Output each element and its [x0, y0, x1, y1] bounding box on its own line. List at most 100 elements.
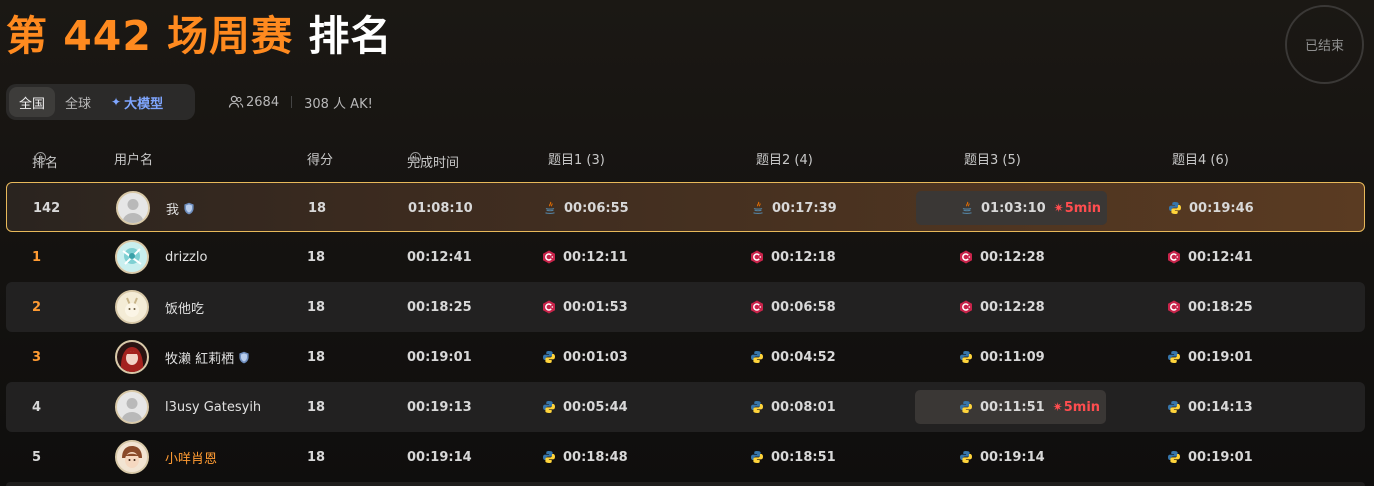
username-cell: 牧濑 紅莉栖: [165, 332, 250, 382]
python-icon: [959, 450, 973, 464]
score-value: 18: [307, 299, 326, 315]
avatar[interactable]: [115, 240, 149, 274]
solve-time[interactable]: 00:08:01: [771, 399, 836, 415]
question-3-cell: 00:19:14: [959, 432, 1045, 482]
username[interactable]: 牧濑 紅莉栖: [165, 351, 235, 367]
solve-time[interactable]: 00:14:13: [1188, 399, 1253, 415]
avatar[interactable]: [116, 191, 150, 225]
solve-time[interactable]: 00:01:53: [563, 299, 628, 315]
my-rank-row: 142 我 18 01:08:10 00:06:55 00:17:39 01:03:10 ✷ 5…: [6, 182, 1365, 232]
finish-time: 01:08:10: [408, 200, 473, 216]
finish-time: 00:19:01: [407, 349, 472, 365]
avatar-cell: [115, 332, 149, 382]
solve-time[interactable]: 00:17:39: [772, 200, 837, 216]
finish-time: 00:12:41: [407, 249, 472, 265]
solve-time[interactable]: 00:04:52: [771, 349, 836, 365]
rank-value: 2: [32, 299, 42, 315]
cpp-icon: [542, 300, 556, 314]
username[interactable]: 我: [166, 202, 180, 218]
python-icon: [1167, 450, 1181, 464]
finish-time: 00:18:25: [407, 299, 472, 315]
solve-time[interactable]: 00:18:25: [1188, 299, 1253, 315]
question-1-cell: 00:01:53: [542, 282, 628, 332]
solve-time[interactable]: 00:11:51: [980, 399, 1045, 415]
info-icon[interactable]: i: [35, 152, 46, 163]
question-1-cell: 00:01:03: [542, 332, 628, 382]
username[interactable]: drizzlo: [165, 249, 208, 265]
solve-time[interactable]: 00:19:14: [980, 449, 1045, 465]
avatar[interactable]: [115, 340, 149, 374]
solve-time[interactable]: 00:11:09: [980, 349, 1045, 365]
python-icon: [750, 450, 764, 464]
penalty-badge: ✷ 5min: [1054, 201, 1101, 216]
score-value: 18: [307, 449, 326, 465]
solve-time[interactable]: 00:12:28: [980, 299, 1045, 315]
question-3-cell: 00:12:28: [959, 282, 1045, 332]
penalty-time: 5min: [1063, 399, 1101, 415]
solve-time[interactable]: 00:19:46: [1189, 200, 1254, 216]
cpp-icon: [1167, 300, 1181, 314]
python-icon: [1168, 201, 1182, 215]
finish-time: 00:19:14: [407, 449, 472, 465]
contest-name: 第 442 场周赛: [6, 12, 294, 60]
python-icon: [959, 350, 973, 364]
python-icon: [750, 350, 764, 364]
question-3-cell: 00:11:51 ✷ 5min: [959, 382, 1100, 432]
username[interactable]: 饭他吃: [165, 301, 205, 317]
cpp-icon: [750, 250, 764, 264]
solve-time[interactable]: 00:18:51: [771, 449, 836, 465]
score-value: 18: [307, 249, 326, 265]
ak-count: 308 人 AK!: [304, 96, 373, 112]
shield-icon: [183, 202, 195, 215]
avatar[interactable]: [115, 390, 149, 424]
tab-llm[interactable]: ✦ 大模型: [101, 87, 173, 117]
avatar-cell: [115, 232, 149, 282]
col-q4: 题目4 (6): [1172, 153, 1229, 168]
solve-time[interactable]: 00:12:18: [771, 249, 836, 265]
rank-value: 142: [33, 200, 61, 216]
solve-time[interactable]: 00:19:01: [1188, 449, 1253, 465]
question-2-cell: 00:08:01: [750, 382, 836, 432]
tab-national[interactable]: 全国: [9, 87, 56, 117]
python-icon: [1167, 400, 1181, 414]
username[interactable]: 小咩肖恩: [165, 451, 218, 467]
divider: [291, 96, 293, 108]
username-cell: 饭他吃: [165, 282, 204, 332]
username[interactable]: l3usy Gatesyih: [165, 399, 262, 415]
solve-time[interactable]: 00:06:58: [771, 299, 836, 315]
solve-time[interactable]: 01:03:10: [981, 200, 1046, 216]
avatar[interactable]: [115, 440, 149, 474]
question-4-cell: 00:18:25: [1167, 282, 1253, 332]
solve-time[interactable]: 00:19:01: [1188, 349, 1253, 365]
solve-time[interactable]: 00:01:03: [563, 349, 628, 365]
question-4-cell: 00:19:01: [1167, 432, 1253, 482]
score-value: 18: [308, 200, 327, 216]
solve-time[interactable]: 00:12:41: [1188, 249, 1253, 265]
table-row: 2 饭他吃 18 00:18:25 00:01:53 00:06:58 00:12:28 00…: [6, 282, 1365, 332]
solve-time[interactable]: 00:05:44: [563, 399, 628, 415]
table-row: 3 牧濑 紅莉栖 18 00:19:01 00:01:03 00:04:52 00:11:0…: [6, 332, 1365, 382]
score-value: 18: [307, 349, 326, 365]
question-4-cell: 00:12:41: [1167, 232, 1253, 282]
question-1-cell: 00:05:44: [542, 382, 628, 432]
table-row: 5 小咩肖恩 18 00:19:14 00:18:48 00:18:51 00:19:14 0…: [6, 432, 1365, 482]
avatar-cell: [115, 432, 149, 482]
java-icon: [960, 201, 974, 215]
java-icon: [751, 201, 765, 215]
rank-value: 1: [32, 249, 42, 265]
ranking-label: 排名: [308, 12, 393, 60]
java-icon: [543, 201, 557, 215]
question-1-cell: 00:06:55: [543, 183, 629, 233]
python-icon: [542, 450, 556, 464]
solve-time[interactable]: 00:12:11: [563, 249, 628, 265]
col-q3: 题目3 (5): [964, 153, 1021, 168]
username-cell: 我: [166, 183, 195, 233]
python-icon: [959, 400, 973, 414]
tab-global[interactable]: 全球: [65, 96, 92, 112]
avatar-cell: [115, 382, 149, 432]
solve-time[interactable]: 00:06:55: [564, 200, 629, 216]
solve-time[interactable]: 00:12:28: [980, 249, 1045, 265]
solve-time[interactable]: 00:18:48: [563, 449, 628, 465]
avatar[interactable]: [115, 290, 149, 324]
info-icon[interactable]: i: [410, 152, 421, 163]
